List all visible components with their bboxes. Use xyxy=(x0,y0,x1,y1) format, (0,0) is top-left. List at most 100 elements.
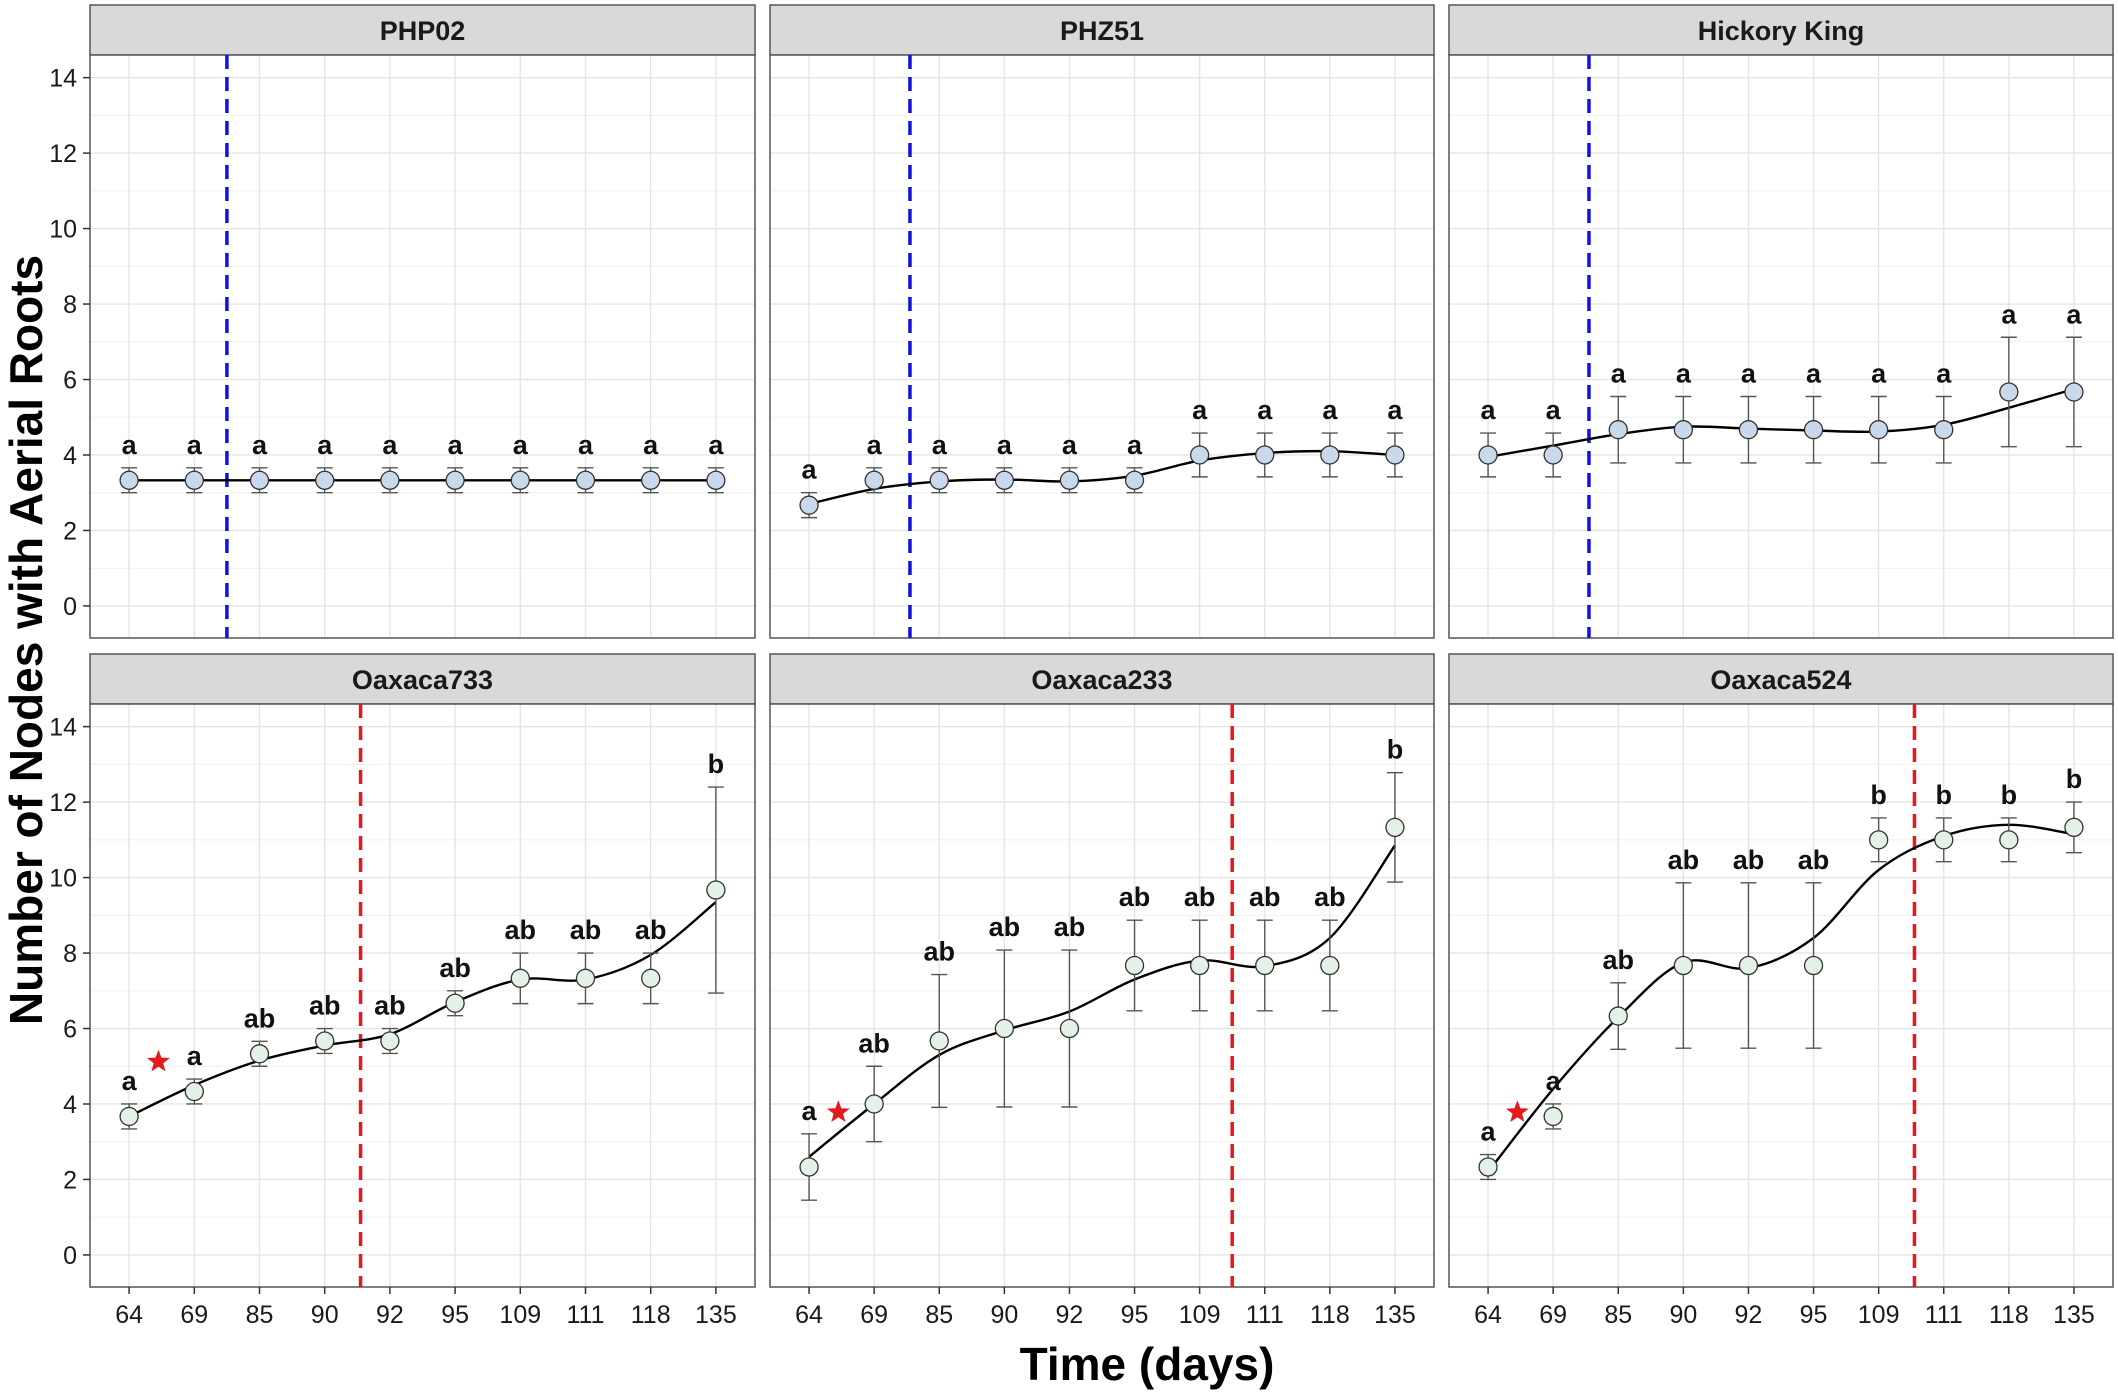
data-point xyxy=(575,968,596,988)
x-tick-label: 135 xyxy=(695,1301,737,1329)
y-tick-label: 10 xyxy=(49,865,77,893)
significance-label: a xyxy=(252,430,268,460)
x-tick-label: 109 xyxy=(1858,1301,1900,1329)
data-point xyxy=(575,470,596,490)
x-tick-label: 69 xyxy=(180,1301,208,1329)
significance-label: ab xyxy=(1798,845,1830,875)
significance-label: a xyxy=(1481,1117,1497,1147)
y-tick-label: 14 xyxy=(49,714,77,742)
x-tick-label: 135 xyxy=(1374,1301,1416,1329)
data-point xyxy=(445,993,465,1013)
trend-line xyxy=(808,844,1396,1158)
significance-label: a xyxy=(1741,358,1757,388)
data-point xyxy=(706,470,726,490)
panel-strip xyxy=(1448,4,2114,56)
x-tick-label: 111 xyxy=(1246,1301,1284,1329)
trend-line xyxy=(1487,823,2075,1173)
x-tick-label: 85 xyxy=(246,1301,274,1329)
x-tick-label: 64 xyxy=(115,1301,143,1329)
panel-strip xyxy=(769,4,1435,56)
significance-label: ab xyxy=(1249,882,1281,912)
panel-strip xyxy=(1448,653,2114,705)
plot-background xyxy=(770,55,1434,638)
significance-label: ab xyxy=(923,937,955,967)
data-point xyxy=(1543,1106,1563,1127)
y-tick-label: 2 xyxy=(63,1166,77,1194)
significance-label: a xyxy=(187,430,203,460)
trend-line xyxy=(808,449,1395,506)
data-point xyxy=(799,1157,819,1177)
data-point xyxy=(445,470,465,490)
data-point xyxy=(1124,955,1145,976)
data-point xyxy=(1255,445,1275,465)
data-point xyxy=(1738,955,1759,976)
significance-label: a xyxy=(1192,395,1208,425)
y-tick-label: 8 xyxy=(63,291,77,319)
data-point xyxy=(864,470,884,490)
data-point xyxy=(1385,817,1405,838)
y-tick-label: 12 xyxy=(49,789,77,817)
significance-label: a xyxy=(802,1096,818,1126)
x-tick-label: 111 xyxy=(566,1301,604,1329)
y-tick-label: 6 xyxy=(63,367,77,395)
significance-label: b xyxy=(2066,764,2083,794)
significance-label: ab xyxy=(858,1028,890,1058)
significance-label: a xyxy=(317,430,333,460)
star-icon xyxy=(1505,1100,1529,1122)
significance-label: a xyxy=(1546,1066,1562,1096)
x-tick-label: 90 xyxy=(311,1301,339,1329)
data-point xyxy=(1803,955,1824,976)
panel-border xyxy=(769,54,1435,639)
significance-label: a xyxy=(708,430,724,460)
significance-label: a xyxy=(997,430,1013,460)
y-tick-label: 8 xyxy=(63,940,77,968)
significance-label: a xyxy=(1676,358,1692,388)
significance-label: ab xyxy=(374,991,406,1021)
data-point xyxy=(1320,955,1340,976)
data-point xyxy=(1934,420,1954,440)
significance-label: ab xyxy=(1054,912,1086,942)
significance-label: a xyxy=(1871,358,1887,388)
panel-php02: PHP02 0 2 4 6 8 10 12 14 a a a a a a a a a a xyxy=(49,4,756,639)
data-point xyxy=(184,1081,204,1102)
data-point xyxy=(1868,420,1889,440)
significance-label: a xyxy=(802,455,818,485)
x-tick-label: 95 xyxy=(1800,1301,1828,1329)
significance-label: ab xyxy=(309,991,341,1021)
star-icon xyxy=(147,1049,170,1072)
data-point xyxy=(994,470,1015,490)
panel-border xyxy=(89,54,756,639)
panel-strip xyxy=(89,653,756,705)
x-tick-label: 92 xyxy=(1735,1301,1763,1329)
x-tick-label: 92 xyxy=(1056,1301,1084,1329)
data-point xyxy=(1124,470,1145,490)
x-tick-label: 69 xyxy=(860,1301,888,1329)
significance-label: b xyxy=(1935,780,1952,810)
significance-label: a xyxy=(867,430,883,460)
trend-line xyxy=(1487,387,2075,459)
data-point xyxy=(119,1106,139,1127)
plot-background xyxy=(1449,704,2113,1287)
panel-border xyxy=(89,703,756,1288)
data-point xyxy=(119,470,139,490)
x-tick-label: 85 xyxy=(925,1301,953,1329)
x-tick-label: 118 xyxy=(631,1301,671,1329)
x-tick-label: 111 xyxy=(1925,1301,1963,1329)
data-point xyxy=(799,495,819,515)
data-point xyxy=(1385,445,1405,465)
data-point xyxy=(380,1031,400,1051)
data-point xyxy=(641,470,661,490)
significance-label: b xyxy=(2001,780,2018,810)
data-point xyxy=(1999,830,2019,850)
significance-label: a xyxy=(1936,358,1952,388)
panel-title: PHZ51 xyxy=(1060,16,1144,46)
significance-label: a xyxy=(513,430,529,460)
significance-label: a xyxy=(1387,395,1403,425)
significance-label: a xyxy=(578,430,594,460)
data-point xyxy=(1868,830,1889,850)
x-tick-label: 85 xyxy=(1604,1301,1632,1329)
x-tick-label: 95 xyxy=(441,1301,469,1329)
significance-label: ab xyxy=(439,953,471,983)
y-tick-label: 14 xyxy=(49,65,77,93)
